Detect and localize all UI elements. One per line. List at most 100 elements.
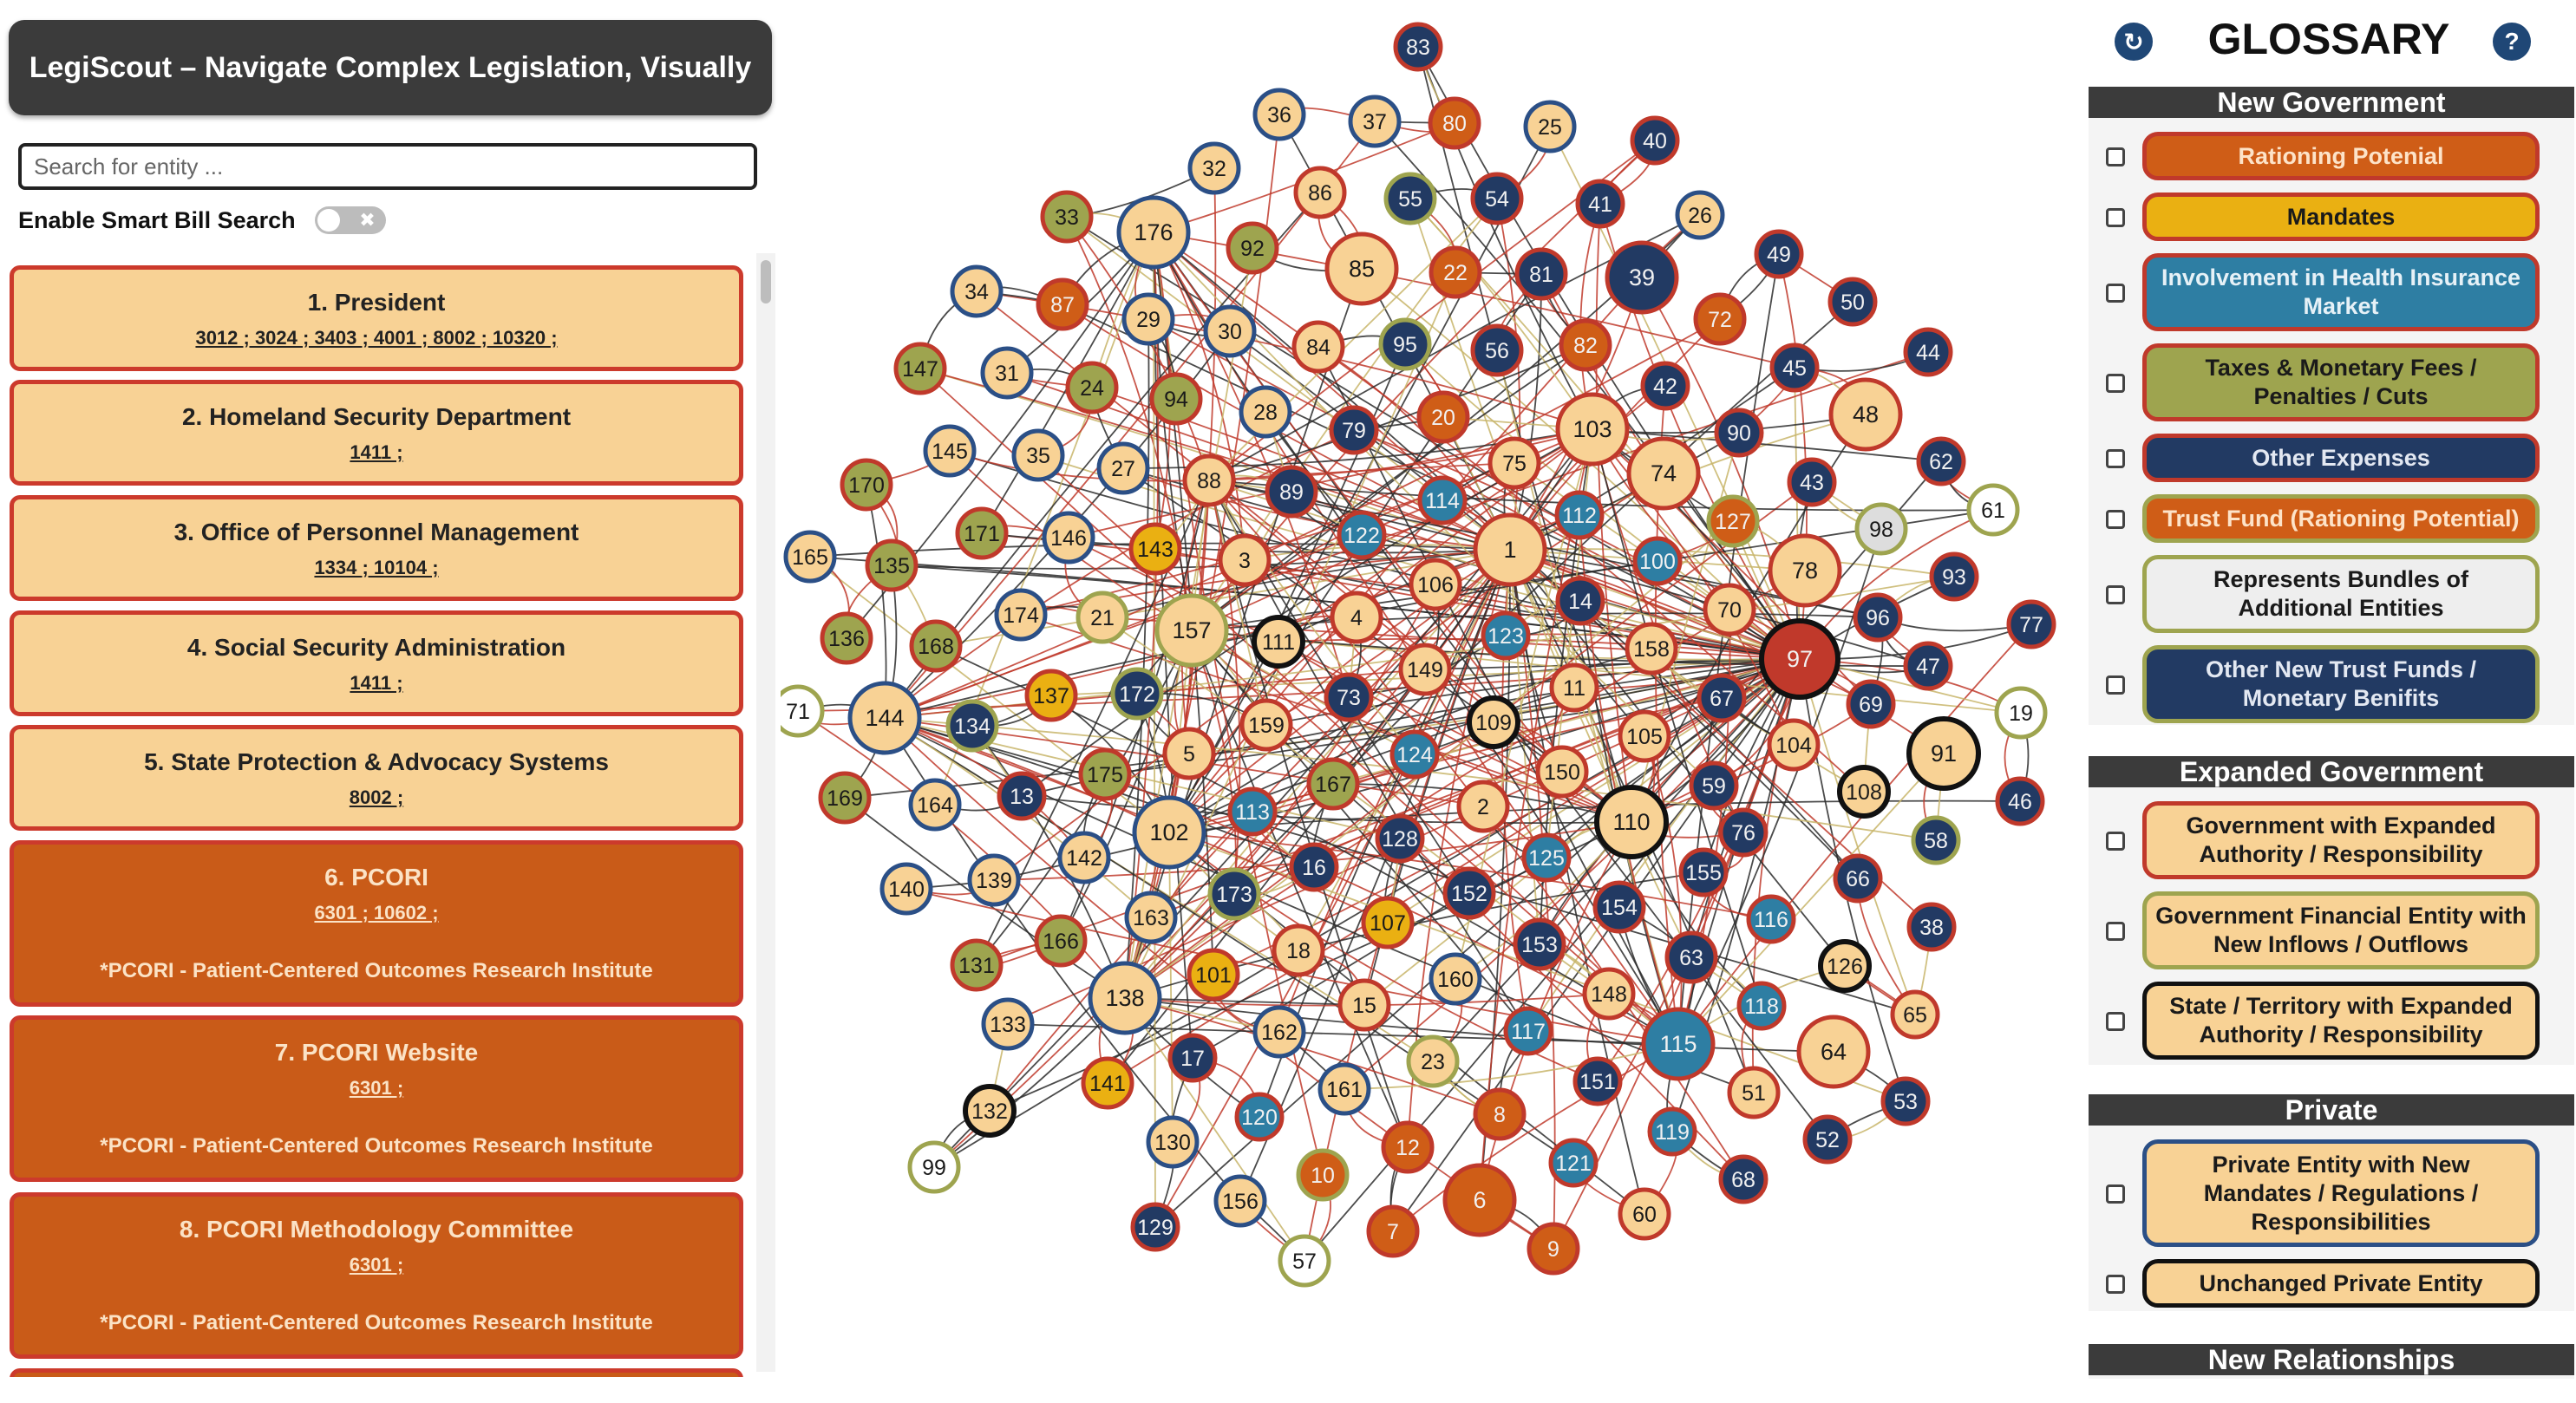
- node-circle[interactable]: [1473, 1087, 1527, 1141]
- node-circle[interactable]: [1754, 229, 1804, 279]
- entity-node-115[interactable]: 115: [1641, 1007, 1716, 1081]
- node-circle[interactable]: [1618, 709, 1671, 763]
- entity-node-170[interactable]: 170: [840, 458, 893, 512]
- node-circle[interactable]: [1802, 1114, 1853, 1165]
- node-circle[interactable]: [1906, 716, 1981, 791]
- entity-node-92[interactable]: 92: [1226, 221, 1279, 275]
- entity-node-90[interactable]: 90: [1714, 408, 1764, 458]
- node-circle[interactable]: [1272, 923, 1325, 977]
- node-circle[interactable]: [1647, 1106, 1697, 1157]
- node-circle[interactable]: [1632, 536, 1683, 586]
- node-circle[interactable]: [781, 684, 825, 738]
- entity-node-7[interactable]: 7: [1366, 1204, 1420, 1258]
- node-circle[interactable]: [1903, 327, 1953, 377]
- entity-bill-links[interactable]: 6301 ; 10602 ;: [314, 902, 439, 923]
- entity-node-87[interactable]: 87: [1036, 277, 1089, 331]
- entity-node-156[interactable]: 156: [1213, 1174, 1267, 1228]
- node-circle[interactable]: [1182, 454, 1236, 507]
- node-circle[interactable]: [1252, 615, 1305, 669]
- entity-node-73[interactable]: 73: [1324, 672, 1374, 722]
- node-circle[interactable]: [2006, 599, 2056, 649]
- node-circle[interactable]: [1630, 115, 1680, 166]
- node-circle[interactable]: [1846, 679, 1896, 729]
- legend-checkbox[interactable]: [2106, 675, 2125, 695]
- entity-node-91[interactable]: 91: [1906, 716, 1981, 791]
- node-circle[interactable]: [1481, 610, 1531, 661]
- entity-node-72[interactable]: 72: [1693, 292, 1747, 346]
- entity-node-158[interactable]: 158: [1625, 622, 1678, 675]
- entity-node-79[interactable]: 79: [1329, 405, 1379, 455]
- node-circle[interactable]: [1406, 1034, 1460, 1088]
- entity-node-147[interactable]: 147: [893, 342, 947, 395]
- entity-node-128[interactable]: 128: [1375, 813, 1425, 864]
- network-graph[interactable]: 1234567891011121314151617181920212223242…: [781, 0, 2064, 1403]
- entity-node-75[interactable]: 75: [1487, 436, 1541, 490]
- node-circle[interactable]: [1167, 1033, 1218, 1083]
- node-circle[interactable]: [1429, 952, 1482, 1006]
- entity-node-64[interactable]: 64: [1796, 1015, 1871, 1089]
- node-circle[interactable]: [1555, 392, 1630, 467]
- node-circle[interactable]: [1640, 361, 1690, 411]
- node-circle[interactable]: [1592, 880, 1646, 934]
- entity-node-1[interactable]: 1: [1473, 512, 1547, 587]
- entity-node-35[interactable]: 35: [1011, 428, 1065, 482]
- entity-node-68[interactable]: 68: [1718, 1154, 1769, 1204]
- node-circle[interactable]: [1088, 961, 1162, 1035]
- node-circle[interactable]: [1348, 95, 1402, 148]
- entity-node-19[interactable]: 19: [1994, 686, 2048, 740]
- entity-node-16[interactable]: 16: [1289, 842, 1339, 892]
- entity-node-76[interactable]: 76: [1718, 807, 1769, 858]
- entity-node-11[interactable]: 11: [1549, 662, 1599, 713]
- legend-checkbox[interactable]: [2106, 922, 2125, 941]
- entity-node-137[interactable]: 137: [1024, 669, 1078, 722]
- entity-node-10[interactable]: 10: [1296, 1148, 1350, 1202]
- entity-node-168[interactable]: 168: [909, 619, 963, 673]
- entity-card-next[interactable]: [10, 1368, 743, 1377]
- node-circle[interactable]: [1036, 277, 1089, 331]
- node-circle[interactable]: [1040, 190, 1094, 244]
- entity-node-144[interactable]: 144: [847, 681, 922, 755]
- entity-node-149[interactable]: 149: [1398, 643, 1452, 696]
- node-circle[interactable]: [1187, 948, 1240, 1002]
- entity-bill-links[interactable]: 1411 ;: [350, 672, 403, 694]
- entity-node-118[interactable]: 118: [1736, 981, 1787, 1031]
- entity-node-50[interactable]: 50: [1827, 277, 1878, 327]
- entity-node-108[interactable]: 108: [1837, 765, 1891, 819]
- entity-node-155[interactable]: 155: [1678, 847, 1729, 897]
- node-circle[interactable]: [1535, 745, 1589, 799]
- entity-node-56[interactable]: 56: [1470, 323, 1524, 377]
- entity-card-homeland-security[interactable]: 2. Homeland Security Department 1411 ;: [10, 380, 743, 486]
- node-circle[interactable]: [1559, 318, 1612, 372]
- node-circle[interactable]: [1906, 902, 1957, 952]
- entity-node-4[interactable]: 4: [1330, 591, 1383, 644]
- node-circle[interactable]: [1252, 88, 1306, 141]
- node-circle[interactable]: [1234, 1092, 1285, 1142]
- node-circle[interactable]: [1442, 1163, 1517, 1237]
- node-circle[interactable]: [1703, 583, 1756, 636]
- entity-bill-links[interactable]: 6301 ;: [349, 1254, 404, 1276]
- node-circle[interactable]: [907, 1140, 961, 1194]
- node-circle[interactable]: [1128, 522, 1182, 576]
- entity-node-81[interactable]: 81: [1514, 247, 1568, 301]
- node-circle[interactable]: [1911, 815, 1961, 865]
- entity-node-101[interactable]: 101: [1187, 948, 1240, 1002]
- node-circle[interactable]: [1796, 1015, 1871, 1089]
- entity-node-107[interactable]: 107: [1361, 896, 1415, 949]
- entity-node-25[interactable]: 25: [1523, 100, 1577, 153]
- entity-node-61[interactable]: 61: [1966, 483, 2020, 537]
- entity-node-102[interactable]: 102: [1132, 795, 1206, 870]
- entity-node-122[interactable]: 122: [1337, 510, 1387, 560]
- node-circle[interactable]: [1929, 551, 1979, 602]
- entity-node-93[interactable]: 93: [1929, 551, 1979, 602]
- entity-node-162[interactable]: 162: [1252, 1005, 1306, 1059]
- node-circle[interactable]: [1837, 765, 1891, 819]
- node-circle[interactable]: [1416, 390, 1470, 444]
- node-circle[interactable]: [1714, 408, 1764, 458]
- node-circle[interactable]: [981, 997, 1035, 1051]
- entity-node-99[interactable]: 99: [907, 1140, 961, 1194]
- node-circle[interactable]: [1417, 475, 1468, 525]
- node-circle[interactable]: [1555, 576, 1605, 626]
- node-circle[interactable]: [893, 342, 947, 395]
- node-circle[interactable]: [1057, 831, 1111, 884]
- node-circle[interactable]: [1693, 292, 1747, 346]
